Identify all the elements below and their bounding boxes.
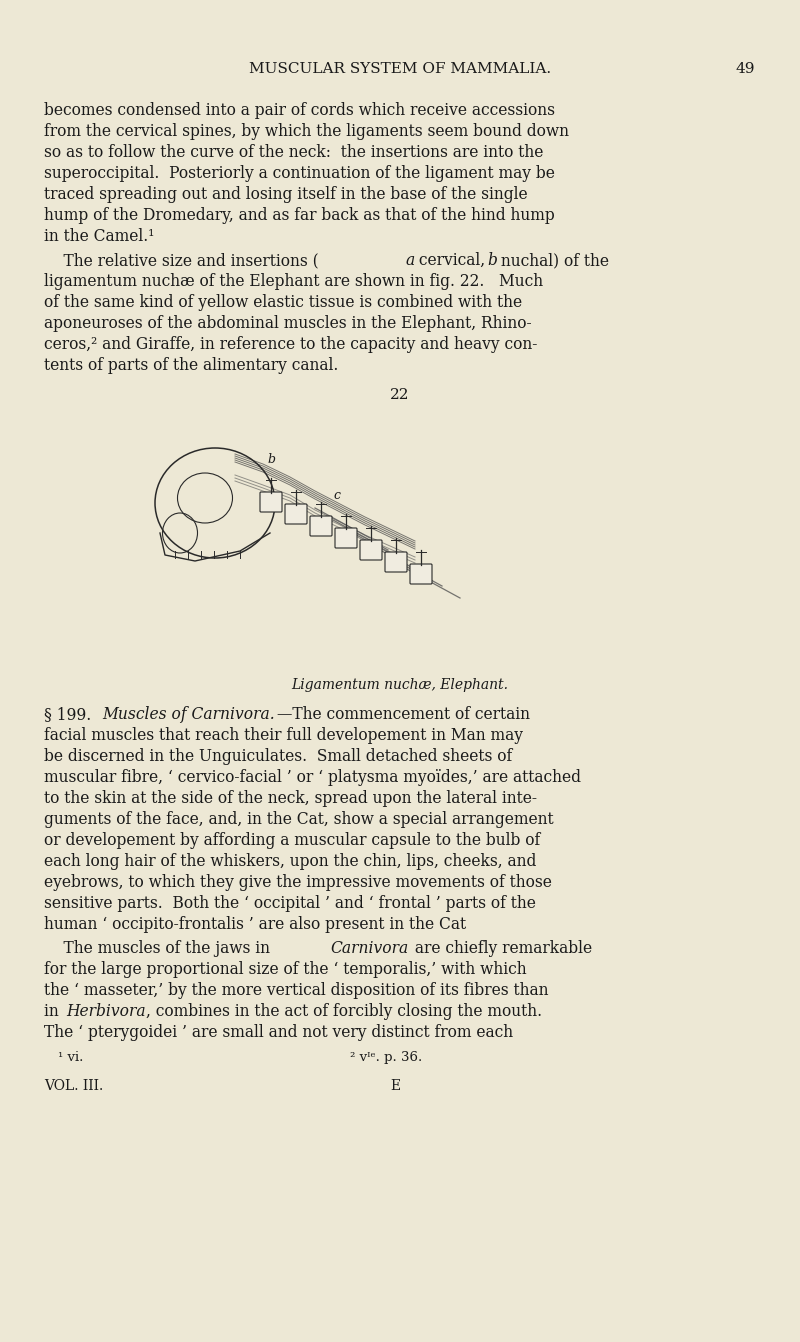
Text: § 199.: § 199.: [44, 706, 101, 723]
Text: from the cervical spines, by which the ligaments seem bound down: from the cervical spines, by which the l…: [44, 123, 569, 140]
Text: each long hair of the whiskers, upon the chin, lips, cheeks, and: each long hair of the whiskers, upon the…: [44, 854, 536, 870]
Text: cervical,: cervical,: [414, 252, 490, 268]
FancyBboxPatch shape: [260, 493, 282, 513]
Text: muscular fibre, ‘ cervico-facial ’ or ‘ platysma myoïdes,’ are attached: muscular fibre, ‘ cervico-facial ’ or ‘ …: [44, 769, 581, 786]
Text: are chiefly remarkable: are chiefly remarkable: [410, 939, 592, 957]
Text: for the large proportional size of the ‘ temporalis,’ with which: for the large proportional size of the ‘…: [44, 961, 526, 978]
Text: The muscles of the jaws in: The muscles of the jaws in: [44, 939, 275, 957]
Text: or developement by affording a muscular capsule to the bulb of: or developement by affording a muscular …: [44, 832, 540, 849]
Text: ceros,² and Giraffe, in reference to the capacity and heavy con-: ceros,² and Giraffe, in reference to the…: [44, 336, 538, 353]
Text: aponeuroses of the abdominal muscles in the Elephant, Rhino-: aponeuroses of the abdominal muscles in …: [44, 315, 532, 331]
Text: ² vᴵᵉ. p. 36.: ² vᴵᵉ. p. 36.: [350, 1051, 422, 1064]
Text: a: a: [405, 252, 414, 268]
FancyBboxPatch shape: [360, 539, 382, 560]
Text: be discerned in the Unguiculates.  Small detached sheets of: be discerned in the Unguiculates. Small …: [44, 747, 512, 765]
FancyBboxPatch shape: [410, 564, 432, 584]
Text: facial muscles that reach their full developement in Man may: facial muscles that reach their full dev…: [44, 727, 523, 743]
Text: Herbivora: Herbivora: [66, 1002, 146, 1020]
Text: superoccipital.  Posteriorly a continuation of the ligament may be: superoccipital. Posteriorly a continuati…: [44, 165, 555, 183]
Text: Carnivora: Carnivora: [330, 939, 408, 957]
Text: VOL. III.: VOL. III.: [44, 1079, 103, 1092]
Text: Ligamentum nuchæ, Elephant.: Ligamentum nuchæ, Elephant.: [291, 678, 509, 692]
FancyBboxPatch shape: [285, 505, 307, 523]
Text: The ‘ pterygoidei ’ are small and not very distinct from each: The ‘ pterygoidei ’ are small and not ve…: [44, 1024, 513, 1041]
Text: so as to follow the curve of the neck:  the insertions are into the: so as to follow the curve of the neck: t…: [44, 144, 543, 161]
Text: The relative size and insertions (: The relative size and insertions (: [44, 252, 318, 268]
FancyBboxPatch shape: [310, 517, 332, 535]
Text: b: b: [487, 252, 497, 268]
Text: guments of the face, and, in the Cat, show a special arrangement: guments of the face, and, in the Cat, sh…: [44, 811, 554, 828]
Text: the ‘ masseter,’ by the more vertical disposition of its fibres than: the ‘ masseter,’ by the more vertical di…: [44, 982, 549, 998]
Text: nuchal) of the: nuchal) of the: [496, 252, 609, 268]
Text: in: in: [44, 1002, 64, 1020]
Text: MUSCULAR SYSTEM OF MAMMALIA.: MUSCULAR SYSTEM OF MAMMALIA.: [249, 62, 551, 76]
Text: 49: 49: [736, 62, 755, 76]
Text: b: b: [267, 454, 275, 466]
Text: to the skin at the side of the neck, spread upon the lateral inte-: to the skin at the side of the neck, spr…: [44, 790, 537, 807]
Text: ¹ vi.: ¹ vi.: [58, 1051, 83, 1064]
Text: hump of the Dromedary, and as far back as that of the hind hump: hump of the Dromedary, and as far back a…: [44, 207, 554, 224]
Text: eyebrows, to which they give the impressive movements of those: eyebrows, to which they give the impress…: [44, 874, 552, 891]
Text: traced spreading out and losing itself in the base of the single: traced spreading out and losing itself i…: [44, 187, 528, 203]
Text: E: E: [390, 1079, 400, 1092]
Text: —The commencement of certain: —The commencement of certain: [277, 706, 530, 723]
Text: human ‘ occipito-frontalis ’ are also present in the Cat: human ‘ occipito-frontalis ’ are also pr…: [44, 917, 466, 933]
Text: tents of parts of the alimentary canal.: tents of parts of the alimentary canal.: [44, 357, 338, 374]
Text: 22: 22: [390, 388, 410, 403]
Text: , combines in the act of forcibly closing the mouth.: , combines in the act of forcibly closin…: [146, 1002, 542, 1020]
Text: ligamentum nuchæ of the Elephant are shown in fig. 22.   Much: ligamentum nuchæ of the Elephant are sho…: [44, 272, 543, 290]
Text: becomes condensed into a pair of cords which receive accessions: becomes condensed into a pair of cords w…: [44, 102, 555, 119]
Text: Muscles of Carnivora.: Muscles of Carnivora.: [102, 706, 274, 723]
FancyBboxPatch shape: [385, 552, 407, 572]
Text: sensitive parts.  Both the ‘ occipital ’ and ‘ frontal ’ parts of the: sensitive parts. Both the ‘ occipital ’ …: [44, 895, 536, 913]
Text: in the Camel.¹: in the Camel.¹: [44, 228, 154, 246]
FancyBboxPatch shape: [335, 527, 357, 548]
Text: of the same kind of yellow elastic tissue is combined with the: of the same kind of yellow elastic tissu…: [44, 294, 522, 311]
Text: c: c: [333, 488, 340, 502]
